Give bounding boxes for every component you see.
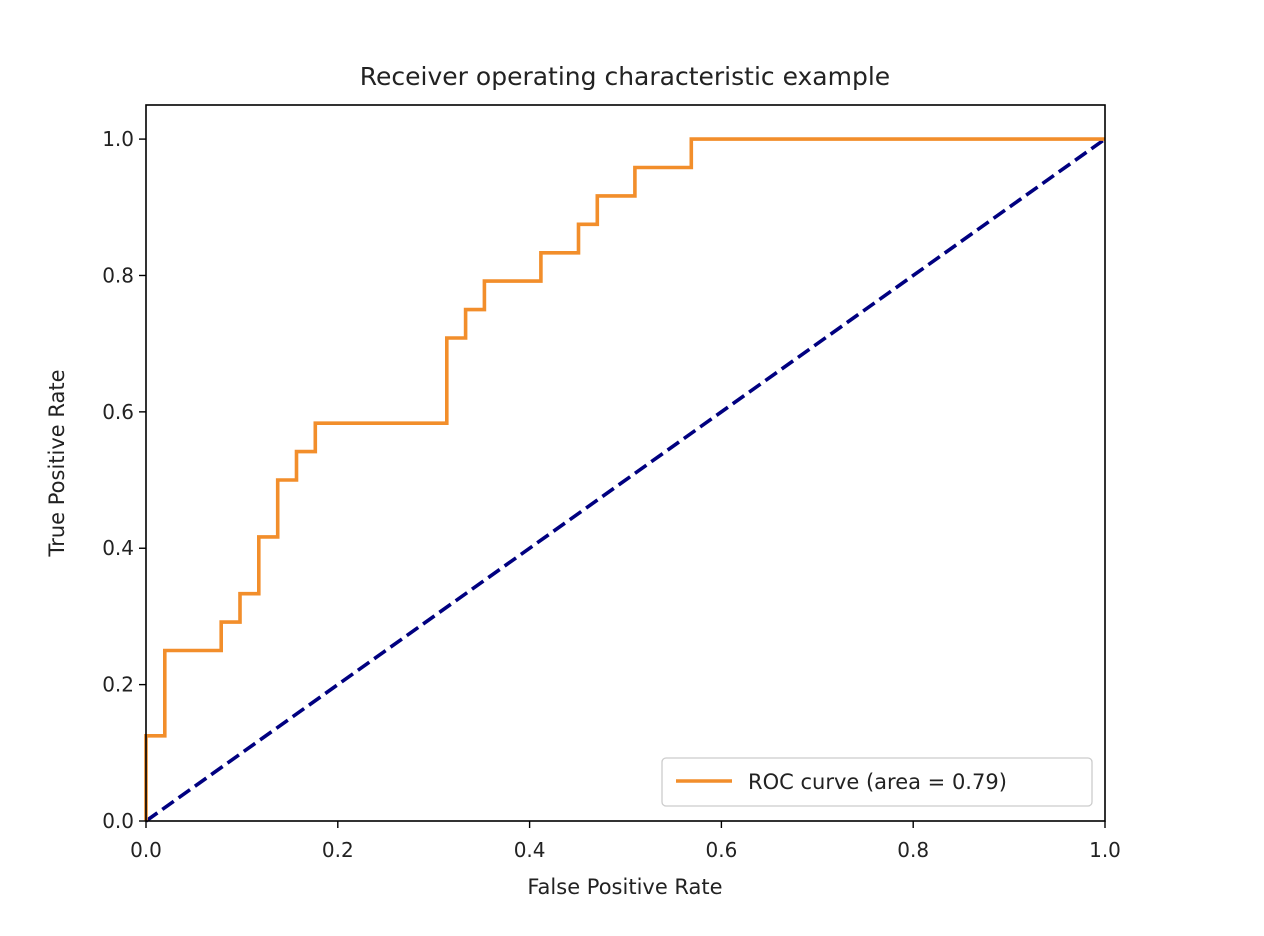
legend-box — [661, 757, 1093, 807]
chance-diagonal-line — [144, 137, 1107, 823]
x-tick-label: 1.0 — [1089, 838, 1121, 862]
x-axis-label: False Positive Rate — [527, 875, 722, 899]
x-tick-label: 0.8 — [897, 838, 929, 862]
y-tick-label: 0.2 — [102, 673, 134, 697]
legend: ROC curve (area = 0.79) — [661, 757, 1093, 807]
y-axis-label: True Positive Rate — [45, 369, 69, 557]
y-tick-label: 0.8 — [102, 263, 134, 287]
y-tick-label: 0.4 — [102, 536, 134, 560]
roc-curve-line — [144, 137, 1105, 821]
series-layer — [144, 137, 1107, 823]
ticks-layer: 0.0 0.2 0.4 0.6 0.8 1.0 0.0 0.2 0.4 0.6 0.8 1.0 — [102, 127, 1121, 862]
plot-frame — [145, 104, 1106, 822]
chart-title: Receiver operating characteristic exampl… — [360, 62, 890, 91]
x-tick-label: 0.2 — [322, 838, 354, 862]
y-tick-label: 0.0 — [102, 809, 134, 833]
x-tick-label: 0.6 — [705, 838, 737, 862]
x-tick-label: 0.0 — [130, 838, 162, 862]
x-tick-label: 0.4 — [514, 838, 546, 862]
legend-label-roc: ROC curve (area = 0.79) — [748, 770, 1007, 794]
y-tick-label: 1.0 — [102, 127, 134, 151]
y-tick-label: 0.6 — [102, 400, 134, 424]
